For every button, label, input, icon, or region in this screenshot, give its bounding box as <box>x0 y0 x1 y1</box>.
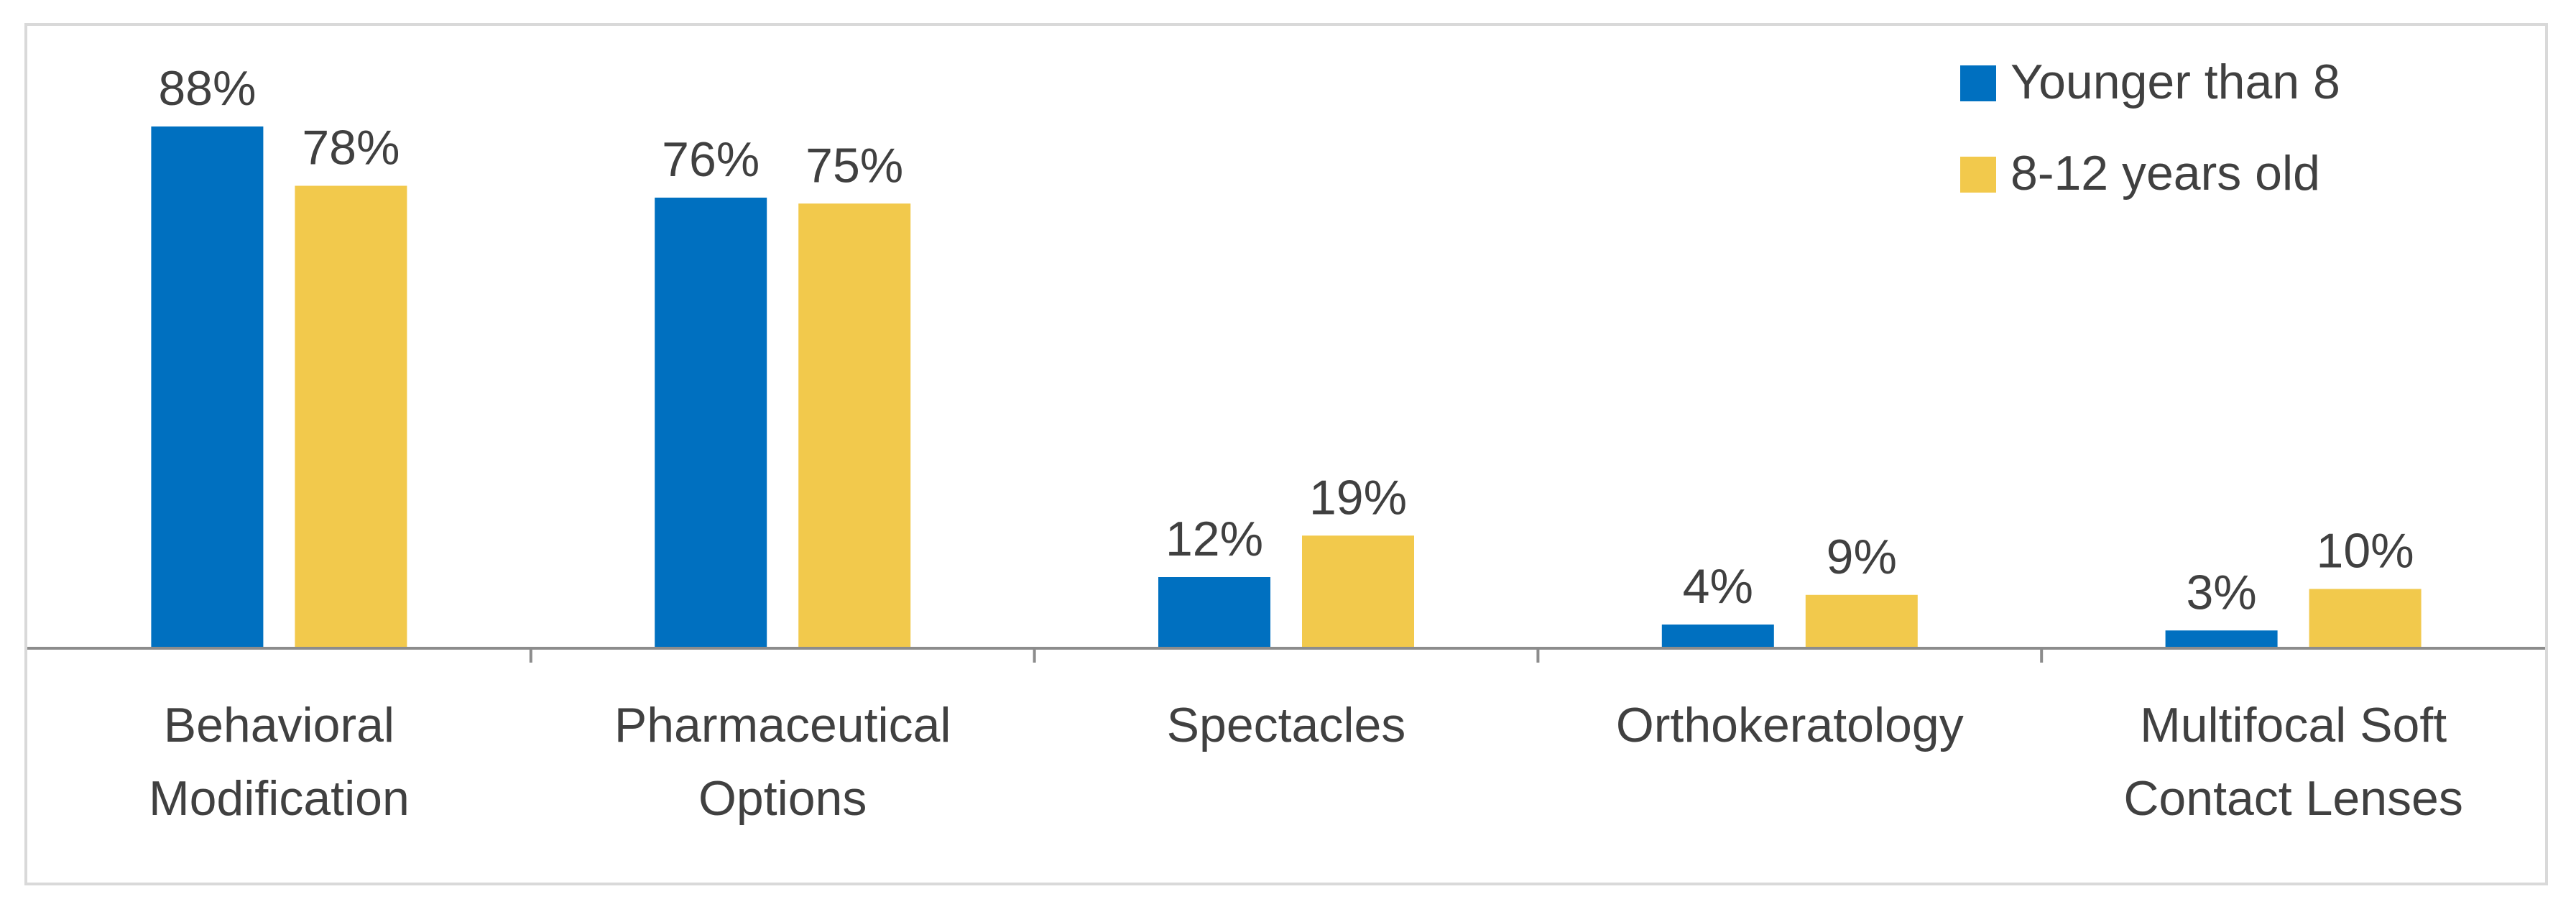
legend-swatch-series2 <box>1960 157 1996 193</box>
legend-label-series1: Younger than 8 <box>2011 55 2340 109</box>
x-tick-label-line: Behavioral <box>164 698 394 752</box>
bar-series1-category2 <box>655 198 767 648</box>
x-tick-label-category5: Multifocal Soft Contact Lenses <box>2123 698 2463 826</box>
legend-label-series2: 8-12 years old <box>2011 146 2320 201</box>
bar-series2-category4 <box>1805 594 1918 648</box>
x-tick-label-line: Pharmaceutical <box>614 698 951 752</box>
x-tick-label-line: Spectacles <box>1167 698 1406 752</box>
x-tick-label-category2: Pharmaceutical Options <box>614 698 951 826</box>
bar-series1-category3 <box>1158 577 1270 648</box>
bar-series1-category1 <box>151 126 264 648</box>
legend-swatch-series1 <box>1960 65 1996 101</box>
data-labels-layer: 88% 78% 76% 75% 12% 19% 4% 9% 3% 10% <box>158 61 2414 619</box>
data-label-series2-category2: 75% <box>805 138 903 193</box>
data-label-series1-category1: 88% <box>158 61 256 116</box>
data-label-series2-category1: 78% <box>302 121 400 175</box>
data-label-series1-category5: 3% <box>2186 565 2256 619</box>
bar-series2-category3 <box>1302 535 1414 648</box>
x-tick-label-category3: Spectacles <box>1167 698 1406 752</box>
x-tick-label-line: Multifocal Soft <box>2140 698 2447 752</box>
bar-series1-category5 <box>2165 630 2278 648</box>
data-label-series2-category5: 10% <box>2317 524 2414 579</box>
data-label-series1-category4: 4% <box>1683 559 1753 614</box>
x-tick-label-line: Contact Lenses <box>2123 771 2463 826</box>
data-label-series2-category4: 9% <box>1827 530 1897 584</box>
x-axis <box>27 647 2545 663</box>
data-label-series1-category3: 12% <box>1165 512 1263 566</box>
bar-series2-category1 <box>295 185 407 648</box>
x-tick-label-category1: Behavioral Modification <box>149 698 410 826</box>
x-tick-label-category4: Orthokeratology <box>1616 698 1964 752</box>
bar-series2-category5 <box>2309 589 2422 648</box>
x-tick-label-line: Modification <box>149 771 410 826</box>
bar-series2-category2 <box>798 203 911 648</box>
bar-series1-category4 <box>1661 625 1774 648</box>
legend: Younger than 8 8-12 years old <box>1960 55 2340 201</box>
data-label-series2-category3: 19% <box>1309 470 1407 525</box>
chart-frame: 88% 78% 76% 75% 12% 19% 4% 9% 3% 10% Behavioral Mo… <box>24 23 2548 885</box>
x-tick-labels: Behavioral Modification Pharmaceutical Opti… <box>149 698 2463 826</box>
x-tick-label-line: Options <box>698 771 867 826</box>
bar-chart: 88% 78% 76% 75% 12% 19% 4% 9% 3% 10% Behavioral Mo… <box>27 55 2545 826</box>
bars-layer <box>151 126 2422 648</box>
x-tick-label-line: Orthokeratology <box>1616 698 1964 752</box>
data-label-series1-category2: 76% <box>662 132 760 187</box>
